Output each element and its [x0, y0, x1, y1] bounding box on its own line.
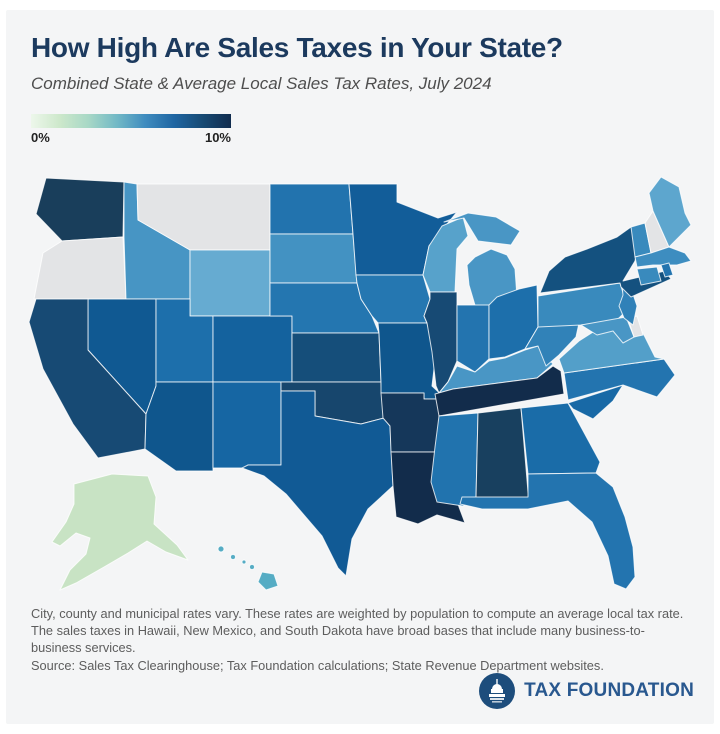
state-north-dakota	[269, 183, 354, 235]
state-rhode-island	[660, 262, 674, 278]
legend-gradient-bar	[31, 114, 231, 128]
state-georgia	[520, 402, 601, 475]
tax-foundation-logo-icon	[479, 673, 516, 709]
legend-max-label: 10%	[204, 130, 231, 145]
infographic-card: How High Are Sales Taxes in Your State? …	[6, 10, 714, 724]
state-hawaii-kauai	[217, 545, 225, 553]
source-line: Source: Sales Tax Clearinghouse; Tax Fou…	[31, 658, 604, 673]
state-arizona	[144, 381, 214, 472]
state-tennessee	[434, 365, 565, 417]
state-florida	[459, 472, 636, 590]
us-choropleth-map	[28, 176, 692, 591]
state-washington	[35, 177, 125, 242]
tax-foundation-logo-text: TAX FOUNDATION	[524, 680, 694, 701]
state-hawaii-big-island	[257, 571, 279, 591]
legend-labels: 0% 10%	[31, 130, 231, 145]
page-title: How High Are Sales Taxes in Your State?	[31, 32, 563, 63]
state-indiana	[456, 304, 490, 373]
legend-min-label: 0%	[31, 130, 50, 145]
state-new-mexico	[212, 381, 282, 469]
state-hawaii-molokai	[241, 559, 247, 565]
state-colorado	[212, 315, 293, 383]
state-massachusetts	[634, 246, 692, 268]
state-south-dakota	[269, 233, 358, 284]
state-hawaii-oahu	[230, 554, 236, 560]
legend: 0% 10%	[31, 114, 231, 145]
state-oregon	[33, 236, 127, 300]
state-michigan-upper-peninsula	[443, 212, 521, 246]
state-maine	[648, 176, 692, 248]
subtitle: Combined State & Average Local Sales Tax…	[31, 74, 492, 93]
state-texas	[241, 390, 394, 577]
state-alaska	[51, 473, 189, 591]
state-mississippi	[430, 412, 479, 507]
tax-foundation-logo: TAX FOUNDATION	[478, 672, 694, 710]
state-wyoming	[189, 249, 271, 317]
footnote: City, county and municipal rates vary. T…	[31, 606, 684, 655]
state-hawaii-maui	[249, 564, 255, 570]
state-california	[28, 298, 147, 459]
state-kansas	[291, 332, 382, 383]
state-connecticut	[636, 266, 662, 286]
